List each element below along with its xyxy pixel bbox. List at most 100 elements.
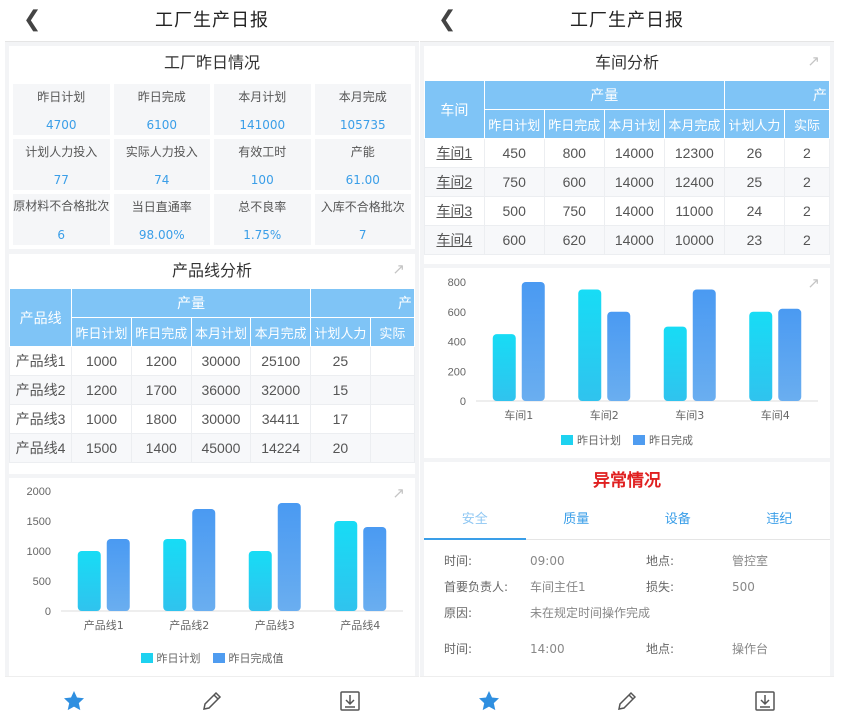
- bar-done-1[interactable]: [521, 282, 545, 401]
- column-header[interactable]: 昨日完成: [130, 317, 192, 347]
- table-cell: 1500: [71, 433, 132, 463]
- expand-arrow-icon[interactable]: ↗: [807, 274, 820, 292]
- stat-grid: 昨日计划 4700 昨日完成 6100 本月计划 141000 本月完成 105735 计划人力…: [9, 80, 415, 249]
- bar-plan-1[interactable]: [77, 551, 101, 611]
- expand-arrow-icon[interactable]: ↗: [807, 52, 820, 70]
- x-tick-label: 产品线1: [84, 618, 124, 632]
- table-row: 产品线3 1000 1800 30000 34411 17: [9, 404, 415, 434]
- expand-arrow-icon[interactable]: ↗: [392, 484, 405, 502]
- column-header[interactable]: 计划人力: [723, 109, 785, 139]
- legend-item-done[interactable]: 昨日完成: [633, 432, 693, 448]
- bar-done-2[interactable]: [192, 509, 216, 611]
- stat-tile: 昨日完成 6100: [113, 84, 210, 135]
- bar-plan-1[interactable]: [492, 334, 516, 401]
- pencil-icon: [618, 691, 637, 710]
- bar-plan-3[interactable]: [248, 551, 272, 611]
- workshop-table-wrap[interactable]: 车间 产量产昨日计划 昨日完成 本月计划 本月完成 计划人力 实际 车间1 450 800 1400…: [424, 80, 830, 255]
- column-header[interactable]: 本月完成: [663, 109, 725, 139]
- bar-done-3[interactable]: [277, 503, 301, 611]
- tab-2[interactable]: 质量: [563, 512, 590, 527]
- legend-item-done[interactable]: 昨日完成值: [212, 650, 284, 666]
- row-name[interactable]: 车间4: [424, 225, 485, 255]
- bar-plan-2[interactable]: [163, 539, 187, 611]
- download-button[interactable]: [745, 681, 785, 721]
- row-name[interactable]: 车间3: [424, 196, 485, 226]
- download-button[interactable]: [330, 681, 370, 721]
- table-cell: 2: [783, 225, 830, 255]
- table-cell: 500: [483, 196, 545, 226]
- table-cell: 1200: [130, 346, 192, 376]
- row-name[interactable]: 车间2: [424, 167, 485, 197]
- group-header: 产: [310, 288, 415, 318]
- tab-4[interactable]: 违纪: [766, 512, 793, 527]
- tab-1[interactable]: 安全: [424, 500, 526, 540]
- abnormal-title: 异常情况: [593, 471, 661, 491]
- stat-label: 昨日计划: [37, 90, 86, 104]
- expand-arrow-icon[interactable]: ↗: [392, 260, 405, 278]
- table-cell: 30000: [190, 346, 252, 376]
- favorite-button[interactable]: [54, 681, 94, 721]
- table-row: 车间4 600 620 14000 10000 23 2: [424, 225, 830, 255]
- bar-done-1[interactable]: [106, 539, 130, 611]
- table-row: 车间2 750 600 14000 12400 25 2: [424, 167, 830, 197]
- table-cell: 20: [310, 433, 371, 463]
- place-value: 操作台: [732, 642, 769, 656]
- chart-legend: 昨日计划 昨日完成值: [9, 650, 415, 666]
- column-header[interactable]: 昨日计划: [71, 317, 132, 347]
- table-cell: 14224: [250, 433, 312, 463]
- back-chevron-icon[interactable]: ❮: [23, 7, 42, 32]
- stat-tile: 实际人力投入 74: [113, 139, 210, 190]
- bar-done-4[interactable]: [778, 308, 802, 401]
- table-cell: 10000: [663, 225, 725, 255]
- column-header[interactable]: 本月完成: [250, 317, 312, 347]
- legend-item-plan[interactable]: 昨日计划: [140, 650, 201, 666]
- legend-item-plan[interactable]: 昨日计划: [561, 432, 621, 448]
- column-header[interactable]: 计划人力: [310, 317, 371, 347]
- row-name[interactable]: 车间1: [424, 138, 485, 168]
- row-header: 产品线: [9, 288, 73, 347]
- table-cell: 800: [543, 138, 605, 168]
- table-cell: 750: [543, 196, 605, 226]
- column-header[interactable]: 本月计划: [190, 317, 252, 347]
- top-bar: ❮ 工厂生产日报: [5, 0, 419, 42]
- edit-button[interactable]: [192, 681, 232, 721]
- y-tick-label: 600: [448, 307, 466, 319]
- edit-button[interactable]: [607, 681, 647, 721]
- favorite-button[interactable]: [469, 681, 509, 721]
- bar-plan-3[interactable]: [663, 326, 687, 401]
- bar-plan-4[interactable]: [334, 521, 358, 611]
- bar-plan-2[interactable]: [578, 289, 602, 401]
- stat-value: 6100: [146, 118, 178, 132]
- product-line-title: 产品线分析 ↗: [9, 254, 415, 288]
- column-header[interactable]: 实际: [783, 109, 830, 139]
- bar-done-4[interactable]: [363, 527, 387, 611]
- table-cell: 34411: [250, 404, 312, 434]
- bar-done-2[interactable]: [607, 311, 631, 401]
- stat-tile: 产能 61.00: [314, 139, 411, 190]
- column-header[interactable]: 实际: [369, 317, 415, 347]
- place-label: 地点:: [646, 642, 675, 656]
- page-title: 工厂生产日报: [155, 10, 269, 31]
- x-tick-label: 产品线2: [169, 618, 209, 632]
- tab-3[interactable]: 设备: [664, 512, 691, 527]
- table-cell: [369, 404, 415, 434]
- table-cell: 1200: [71, 375, 132, 405]
- column-header[interactable]: 昨日计划: [483, 109, 545, 139]
- y-tick-label: 1500: [27, 516, 51, 528]
- bar-done-3[interactable]: [692, 289, 716, 401]
- stat-tile: 入库不合格批次 7: [314, 194, 411, 245]
- table-cell: 12400: [663, 167, 725, 197]
- table-cell: 600: [543, 167, 605, 197]
- column-header[interactable]: 本月计划: [603, 109, 665, 139]
- table-cell: 25: [723, 167, 785, 197]
- bar-plan-4[interactable]: [749, 311, 773, 401]
- y-tick-label: 0: [460, 396, 466, 408]
- product-line-title-text: 产品线分析: [171, 261, 252, 280]
- factory-summary-title: 工厂昨日情况: [163, 53, 260, 72]
- back-chevron-icon[interactable]: ❮: [438, 7, 457, 32]
- table-row: 产品线4 1500 1400 45000 14224 20: [9, 433, 415, 463]
- star-icon: [479, 690, 499, 710]
- top-bar: ❮ 工厂生产日报: [420, 0, 834, 42]
- column-header[interactable]: 昨日完成: [543, 109, 605, 139]
- product-line-table-wrap[interactable]: 产品线 产量产昨日计划 昨日完成 本月计划 本月完成 计划人力 实际 产品线1 1000 1200…: [9, 288, 415, 463]
